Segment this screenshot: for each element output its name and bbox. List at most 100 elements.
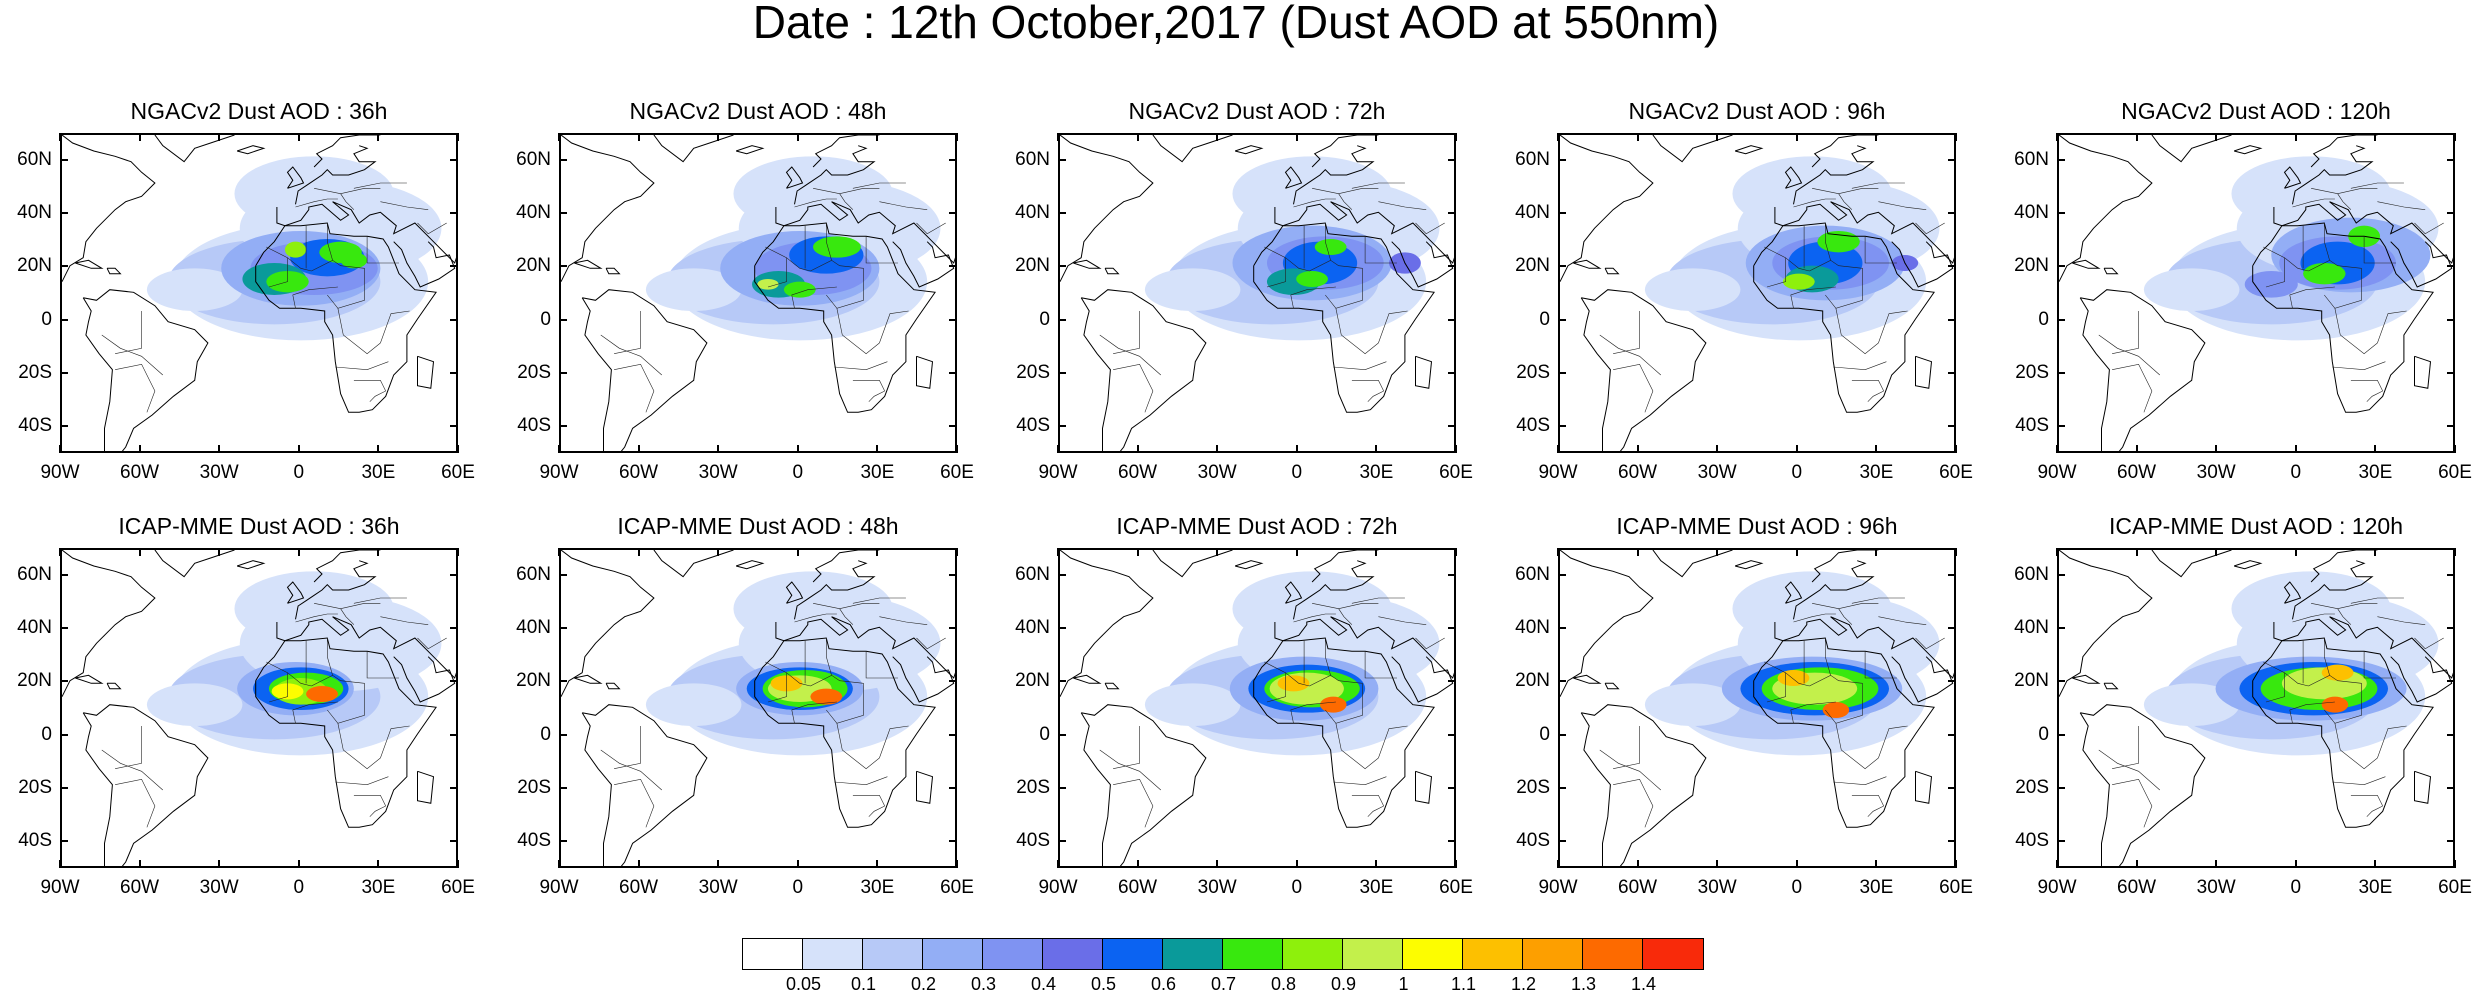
- longitude-tick-label: 90W: [1538, 877, 1578, 898]
- coastline: [1234, 145, 1264, 155]
- latitude-tick: [2057, 733, 2065, 736]
- longitude-tick-label: 60E: [441, 877, 475, 898]
- latitude-tick: [2057, 573, 2065, 576]
- map-panel: NGACv2 Dust AOD : 48h 60N 40N 20N 0 20S 40S 90W…: [516, 99, 974, 483]
- coastline: [1073, 674, 1102, 684]
- country-border: [326, 223, 333, 261]
- longitude-tick: [297, 445, 300, 453]
- latitude-tick: [559, 318, 567, 321]
- country-border: [1351, 795, 1384, 807]
- country-border: [1790, 701, 1836, 724]
- coastline: [236, 145, 266, 155]
- country-border: [2377, 310, 2407, 344]
- longitude-tick: [2215, 860, 2218, 868]
- latitude-tick: [1558, 158, 1566, 161]
- coastline: [2292, 560, 2374, 620]
- country-border: [101, 749, 163, 791]
- longitude-tick-label: 30W: [2196, 877, 2236, 898]
- coastline: [1152, 550, 1233, 578]
- latitude-tick-label: 40N: [2014, 617, 2049, 638]
- longitude-tick: [558, 548, 560, 556]
- country-border: [2337, 193, 2352, 210]
- latitude-tick: [949, 425, 957, 428]
- colorbar-swatch: [1163, 939, 1223, 969]
- longitude-tick: [1455, 445, 1457, 453]
- longitude-tick: [138, 860, 141, 868]
- colorbar-label: 0.4: [1030, 974, 1057, 994]
- longitude-tick-label: 60W: [2117, 462, 2157, 483]
- coastline: [812, 550, 880, 583]
- latitude-tick: [60, 158, 68, 161]
- longitude-tick: [1875, 133, 1878, 141]
- latitude-tick: [1558, 212, 1566, 214]
- longitude-tick-label: 60W: [2117, 877, 2157, 898]
- dust-aod-region: [1314, 239, 1347, 255]
- longitude-tick: [1057, 548, 1059, 556]
- coastline: [2414, 770, 2432, 804]
- latitude-tick-label: 40S: [2015, 415, 2049, 437]
- colorbar-label: 0.3: [970, 974, 997, 994]
- longitude-tick-label: 30W: [1197, 462, 1237, 483]
- latitude-tick: [1558, 265, 1566, 268]
- country-border: [366, 236, 399, 264]
- panel-title: ICAP-MME Dust AOD : 36h: [118, 513, 400, 539]
- country-border: [852, 795, 885, 807]
- longitude-tick: [138, 548, 141, 556]
- coastline: [1573, 674, 1602, 684]
- latitude-tick: [1058, 787, 1066, 789]
- coastline: [794, 560, 876, 620]
- country-border: [1290, 701, 1336, 724]
- longitude-tick-label: 30W: [199, 877, 239, 898]
- longitude-tick-label: 90W: [539, 462, 579, 483]
- longitude-tick: [1636, 860, 1639, 868]
- latitude-tick-label: 20N: [516, 670, 551, 692]
- coastline: [653, 135, 734, 163]
- country-border: [1367, 390, 1384, 402]
- map-frame: [1558, 133, 1956, 453]
- country-border: [794, 613, 837, 623]
- coastline: [1891, 656, 1954, 703]
- longitude-tick: [1375, 133, 1378, 141]
- colorbar-label: 0.5: [1090, 974, 1117, 994]
- latitude-tick-label: 20N: [17, 670, 52, 692]
- longitude-tick: [138, 445, 141, 453]
- country-border: [865, 651, 898, 679]
- longitude-tick: [1136, 548, 1139, 556]
- coastline: [1311, 135, 1379, 168]
- map-frame: [60, 548, 458, 868]
- country-border: [1266, 257, 1286, 288]
- coastline: [775, 616, 955, 679]
- coastline: [2059, 550, 2153, 697]
- latitude-tick-label: 20S: [18, 777, 52, 798]
- longitude-tick: [377, 548, 380, 556]
- country-border: [2334, 308, 2378, 355]
- latitude-tick: [1448, 840, 1456, 843]
- country-border: [1851, 182, 1905, 189]
- coastline: [62, 135, 156, 282]
- latitude-tick-label: 20S: [1516, 362, 1550, 383]
- longitude-tick-label: 0: [792, 462, 804, 483]
- coastline: [785, 166, 804, 189]
- longitude-tick-label: 90W: [40, 877, 80, 898]
- latitude-tick: [2447, 158, 2455, 161]
- country-border: [1809, 674, 1863, 687]
- coastline: [255, 637, 437, 828]
- latitude-tick: [949, 627, 957, 629]
- coastline: [1104, 267, 1120, 275]
- country-border: [335, 361, 389, 371]
- coastline: [2151, 550, 2232, 578]
- longitude-tick: [1136, 445, 1139, 453]
- latitude-tick: [450, 425, 458, 428]
- country-border: [1351, 380, 1384, 392]
- country-border: [1325, 683, 1363, 724]
- longitude-tick: [1795, 445, 1798, 453]
- latitude-tick: [60, 212, 68, 214]
- country-border: [813, 602, 880, 610]
- coastline: [417, 770, 435, 804]
- latitude-tick: [1948, 158, 1956, 161]
- longitude-tick: [637, 548, 640, 556]
- longitude-tick: [717, 133, 720, 141]
- latitude-tick-label: 40N: [1515, 617, 1550, 638]
- country-border: [1825, 268, 1863, 309]
- longitude-tick: [297, 133, 300, 141]
